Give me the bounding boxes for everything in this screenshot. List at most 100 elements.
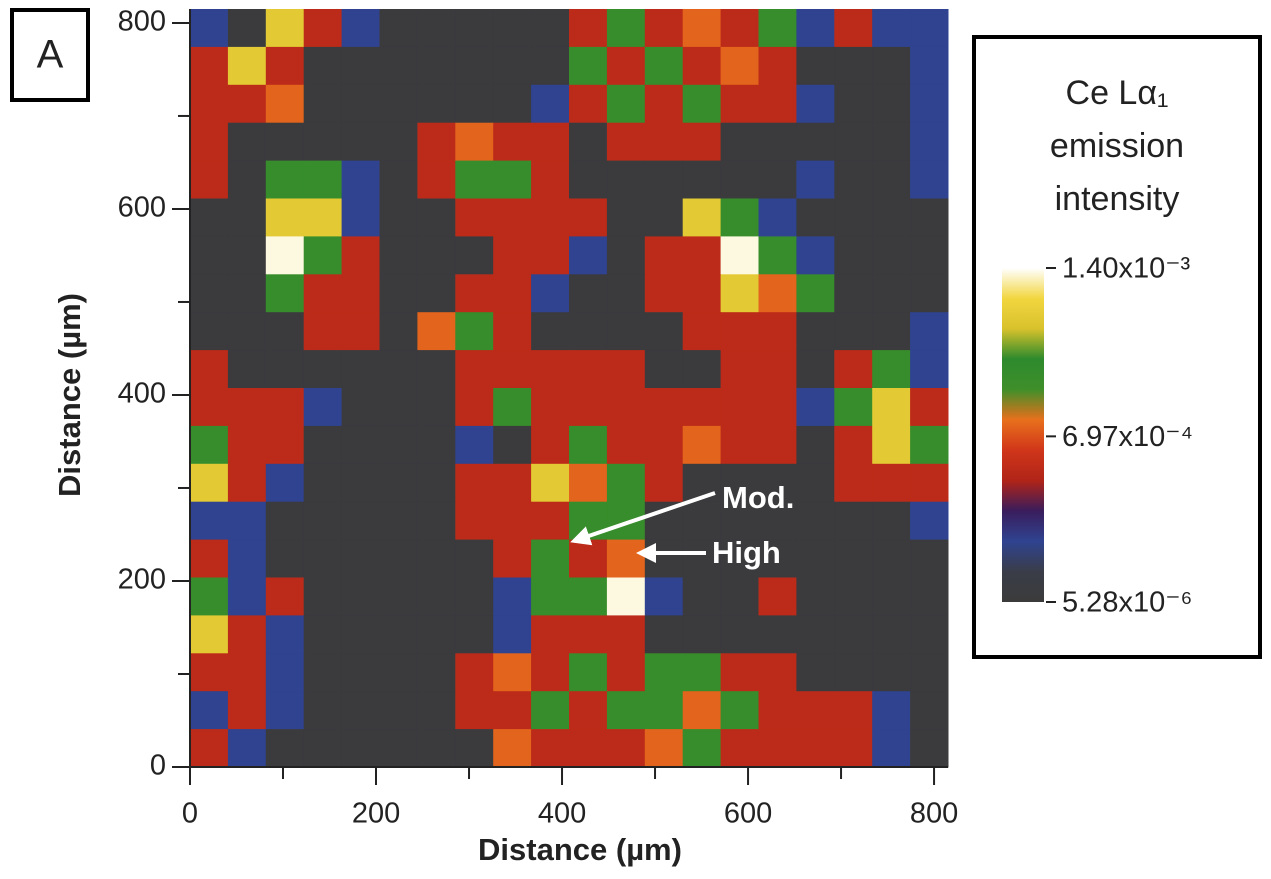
heatmap-cell — [303, 312, 343, 351]
heatmap-cell — [682, 577, 722, 616]
heatmap-cell — [341, 388, 380, 427]
y-axis-title: Distance (µm) — [52, 293, 87, 497]
heatmap-cell — [796, 577, 835, 616]
y-tick-label: 600 — [118, 192, 166, 224]
heatmap-cell — [493, 388, 532, 427]
heatmap-cell — [682, 198, 722, 237]
heatmap-cell — [569, 463, 608, 503]
heatmap-cell — [606, 463, 646, 503]
heatmap-cell — [379, 122, 418, 162]
heatmap-cell — [227, 9, 267, 48]
heatmap-cell — [455, 122, 494, 162]
heatmap-cell — [379, 615, 418, 654]
heatmap-cell — [720, 539, 759, 578]
heatmap-cell — [758, 198, 797, 237]
heatmap-cell — [872, 539, 911, 578]
heatmap-cell — [531, 274, 570, 313]
heatmap-cell — [720, 729, 759, 768]
heatmap-cell — [265, 425, 305, 465]
heatmap-cell — [417, 350, 456, 389]
heatmap-cell — [872, 160, 911, 199]
heatmap-cell — [455, 691, 494, 730]
heatmap-cell — [531, 501, 570, 541]
heatmap-cell — [455, 501, 494, 541]
heatmap-cell — [720, 9, 759, 48]
heatmap-cell — [379, 350, 418, 389]
heatmap-cell — [720, 46, 759, 86]
heatmap-cell — [834, 653, 873, 692]
heatmap-cell — [720, 425, 759, 465]
heatmap-cell — [910, 122, 949, 162]
heatmap-cell — [682, 425, 722, 465]
heatmap-cell — [606, 501, 646, 541]
heatmap-cell — [493, 463, 532, 503]
arrow — [570, 491, 716, 546]
heatmap-cell — [720, 122, 759, 162]
colorbar-tick-label: 1.40x10⁻³ — [1062, 253, 1191, 285]
heatmap-cell — [872, 425, 911, 465]
heatmap-cell — [682, 236, 722, 275]
heatmap-cell — [644, 274, 684, 313]
heatmap-cell — [455, 577, 494, 616]
heatmap-cell — [303, 729, 343, 768]
heatmap-cell — [682, 9, 722, 48]
heatmap-cell — [758, 236, 797, 275]
annotation: High — [712, 535, 781, 570]
heatmap-cell — [190, 425, 229, 465]
heatmap-cell — [493, 729, 532, 768]
heatmap-cell — [834, 425, 873, 465]
heatmap-cell — [796, 236, 835, 275]
heatmap-cell — [455, 312, 494, 351]
heatmap-cell — [569, 539, 608, 578]
heatmap-cell — [379, 539, 418, 578]
heatmap-cell — [758, 615, 797, 654]
heatmap-cell — [493, 312, 532, 351]
heatmap-cell — [644, 46, 684, 86]
heatmap-cell — [417, 653, 456, 692]
heatmap-cell — [531, 577, 570, 616]
heatmap-cell — [379, 577, 418, 616]
heatmap-cell — [834, 46, 873, 86]
heatmap-cell — [796, 388, 835, 427]
heatmap-cell — [644, 615, 684, 654]
heatmap-cell — [531, 198, 570, 237]
colorbar-title: emission — [1050, 127, 1184, 165]
heatmap-cell — [569, 425, 608, 465]
heatmap-cell — [417, 46, 456, 86]
heatmap-cell — [379, 425, 418, 465]
heatmap-cell — [341, 274, 380, 313]
heatmap-cell — [682, 160, 722, 199]
heatmap-cell — [493, 198, 532, 237]
heatmap-cell — [531, 615, 570, 654]
heatmap-cell — [455, 615, 494, 654]
heatmap-cell — [455, 160, 494, 199]
heatmap-cell — [379, 312, 418, 351]
heatmap-cell — [758, 350, 797, 389]
heatmap-cell — [872, 236, 911, 275]
heatmap-cell — [682, 691, 722, 730]
heatmap-cell — [606, 274, 646, 313]
heatmap-cell — [227, 691, 267, 730]
heatmap-cell — [303, 615, 343, 654]
heatmap-cell — [872, 501, 911, 541]
heatmap-cell — [190, 350, 229, 389]
y-tick-label: 0 — [150, 750, 166, 782]
heatmap-cell — [455, 198, 494, 237]
heatmap-cell — [720, 463, 759, 503]
y-tick-label: 400 — [118, 378, 166, 410]
heatmap-cell — [796, 539, 835, 578]
heatmap-cell — [910, 463, 949, 503]
heatmap-cell — [190, 615, 229, 654]
heatmap-cell — [910, 312, 949, 351]
heatmap-cell — [190, 577, 229, 616]
heatmap-cell — [303, 46, 343, 86]
heatmap-cell — [796, 729, 835, 768]
heatmap-cell — [379, 160, 418, 199]
heatmap-cell — [606, 160, 646, 199]
colorbar-title: Ce Lα₁ — [1066, 74, 1169, 112]
x-tick-label: 800 — [910, 798, 958, 830]
heatmap-cell — [644, 463, 684, 503]
heatmap-cell — [606, 312, 646, 351]
heatmap-cell — [341, 501, 380, 541]
